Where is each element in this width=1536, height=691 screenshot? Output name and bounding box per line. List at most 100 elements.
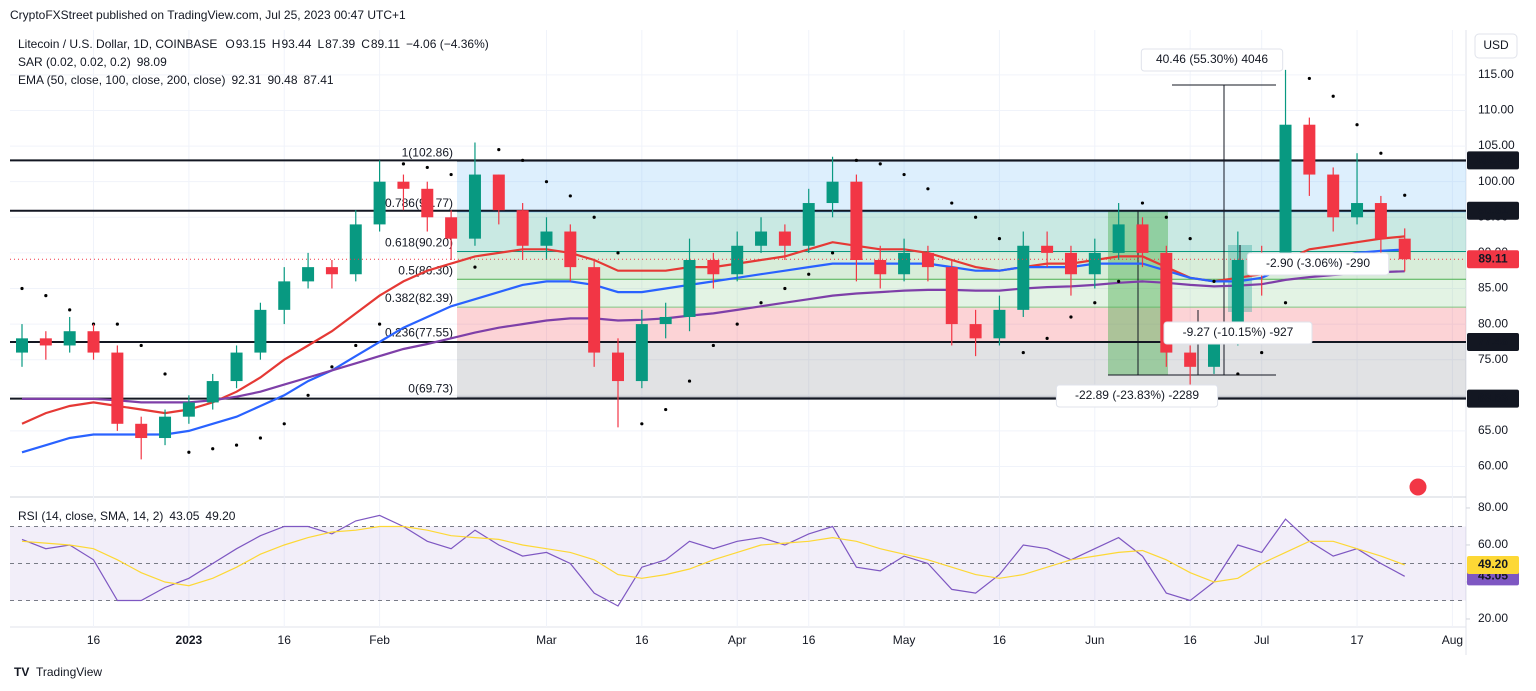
sar-dot bbox=[68, 308, 72, 312]
sar-dot bbox=[1260, 350, 1264, 355]
candle-body bbox=[802, 203, 815, 246]
ohlc-value: 87.39 bbox=[325, 37, 355, 51]
ohlc-value: 93.15 bbox=[236, 37, 266, 51]
annotation: 40.46 (55.30%) 4046 bbox=[1156, 52, 1268, 66]
annotation: -9.27 (-10.15%) -927 bbox=[1183, 325, 1294, 339]
sar-dot bbox=[521, 158, 525, 162]
fib-zone bbox=[457, 307, 1466, 342]
sar-dot bbox=[687, 379, 692, 383]
legend: Litecoin / U.S. Dollar, 1D, COINBASE O 93.… bbox=[18, 37, 489, 523]
sar-dot bbox=[306, 393, 310, 397]
sar-dot bbox=[830, 251, 835, 255]
y-tick-label: 105.00 bbox=[1478, 138, 1515, 152]
ohlc-label: O bbox=[225, 37, 234, 51]
brand-logo: TV bbox=[14, 665, 29, 679]
sar-dot bbox=[449, 172, 453, 177]
x-tick-label: 16 bbox=[993, 633, 1007, 647]
annotation: -22.89 (-23.83%) -2289 bbox=[1075, 388, 1199, 402]
price-badge bbox=[1467, 250, 1519, 269]
x-tick-label: Jun bbox=[1085, 633, 1104, 647]
candle-body bbox=[445, 217, 458, 239]
candle-body bbox=[182, 402, 195, 417]
x-tick-label: 16 bbox=[278, 633, 292, 647]
candle-body bbox=[1208, 338, 1220, 367]
candle-body bbox=[421, 188, 434, 218]
candle-body bbox=[1303, 124, 1316, 175]
sar-dot bbox=[378, 322, 382, 326]
sar-dot bbox=[1140, 201, 1145, 205]
flag-icon bbox=[1408, 477, 1428, 497]
candle-body bbox=[993, 309, 1006, 339]
ohlc-label: L bbox=[317, 37, 324, 51]
sar-dot bbox=[139, 343, 143, 348]
y-tick-label: 65.00 bbox=[1478, 423, 1508, 437]
candle-body bbox=[254, 309, 267, 353]
price-badge bbox=[1467, 201, 1519, 220]
sar-dot bbox=[950, 201, 954, 205]
candle-body bbox=[1374, 203, 1387, 239]
price-badge-label: 95.91 bbox=[1478, 203, 1508, 217]
candle-body bbox=[731, 245, 744, 275]
sar-dot bbox=[163, 372, 167, 376]
sar-dot bbox=[1045, 336, 1049, 340]
y-tick-label: 75.00 bbox=[1478, 352, 1508, 366]
sar-dot bbox=[1093, 301, 1097, 305]
sar-dot bbox=[1117, 279, 1121, 283]
fib-zone bbox=[457, 341, 1466, 398]
sar-dot bbox=[926, 187, 930, 191]
candle-body bbox=[206, 381, 219, 403]
candle-body bbox=[659, 316, 672, 325]
fib-label: 0.786(95.77) bbox=[385, 196, 453, 210]
candle-body bbox=[1017, 245, 1030, 310]
rsi-line bbox=[21, 514, 1405, 607]
ema-value: 90.48 bbox=[267, 73, 297, 87]
price-badge-label: 49.20 bbox=[1478, 557, 1508, 571]
candle-body bbox=[278, 281, 291, 310]
price-badge-label: 102.99 bbox=[1475, 153, 1512, 167]
sar-dot bbox=[568, 194, 572, 198]
price-badge bbox=[1467, 389, 1519, 408]
sar-dot bbox=[330, 365, 334, 369]
ohlc-value: 93.44 bbox=[281, 37, 311, 51]
sar-dot bbox=[783, 286, 787, 291]
candle-body bbox=[945, 267, 958, 325]
sar-dot bbox=[878, 162, 882, 166]
x-tick-label: 16 bbox=[635, 633, 649, 647]
candle-body bbox=[707, 260, 720, 275]
candle-body bbox=[612, 352, 624, 382]
candle-body bbox=[373, 181, 386, 225]
price-badge bbox=[1467, 333, 1519, 352]
fib-label: 0(69.73) bbox=[408, 381, 453, 395]
sar-dot bbox=[1021, 350, 1025, 355]
symbol: Litecoin / U.S. Dollar, 1D, COINBASE bbox=[18, 37, 217, 51]
x-tick-label: Aug bbox=[1442, 633, 1463, 647]
x-tick-label: Jul bbox=[1254, 633, 1269, 647]
ema-value: 92.31 bbox=[231, 73, 261, 87]
x-tick-label: 16 bbox=[802, 633, 816, 647]
sar-dot bbox=[20, 286, 24, 291]
x-tick-label: Mar bbox=[536, 633, 557, 647]
sar-dot bbox=[497, 148, 501, 152]
sar-dot bbox=[807, 272, 811, 276]
candle-body bbox=[778, 231, 791, 246]
candle-body bbox=[635, 324, 648, 382]
annotation-box bbox=[1246, 252, 1390, 276]
publisher: CryptoFXStreet published on TradingView.… bbox=[10, 8, 406, 22]
y-tick-label: 85.00 bbox=[1478, 281, 1508, 295]
sar-dot bbox=[425, 165, 429, 170]
rsi-label: RSI (14, close, SMA, 14, 2) bbox=[18, 509, 163, 523]
sar-dot bbox=[282, 422, 286, 426]
sar-dot bbox=[1331, 94, 1335, 98]
y-tick-label: 115.00 bbox=[1478, 67, 1514, 81]
x-tick-label: 17 bbox=[1350, 633, 1364, 647]
candle-body bbox=[302, 267, 315, 282]
annotation-box bbox=[1163, 321, 1313, 345]
sar-dot bbox=[258, 436, 262, 440]
candle-body bbox=[921, 252, 934, 268]
currency[interactable]: USD bbox=[1483, 38, 1509, 52]
sar-dot bbox=[1355, 123, 1359, 127]
fib-zone bbox=[457, 161, 1466, 212]
candle-body bbox=[1112, 224, 1125, 253]
currency-button[interactable] bbox=[1474, 33, 1518, 59]
candle-body bbox=[87, 331, 100, 353]
